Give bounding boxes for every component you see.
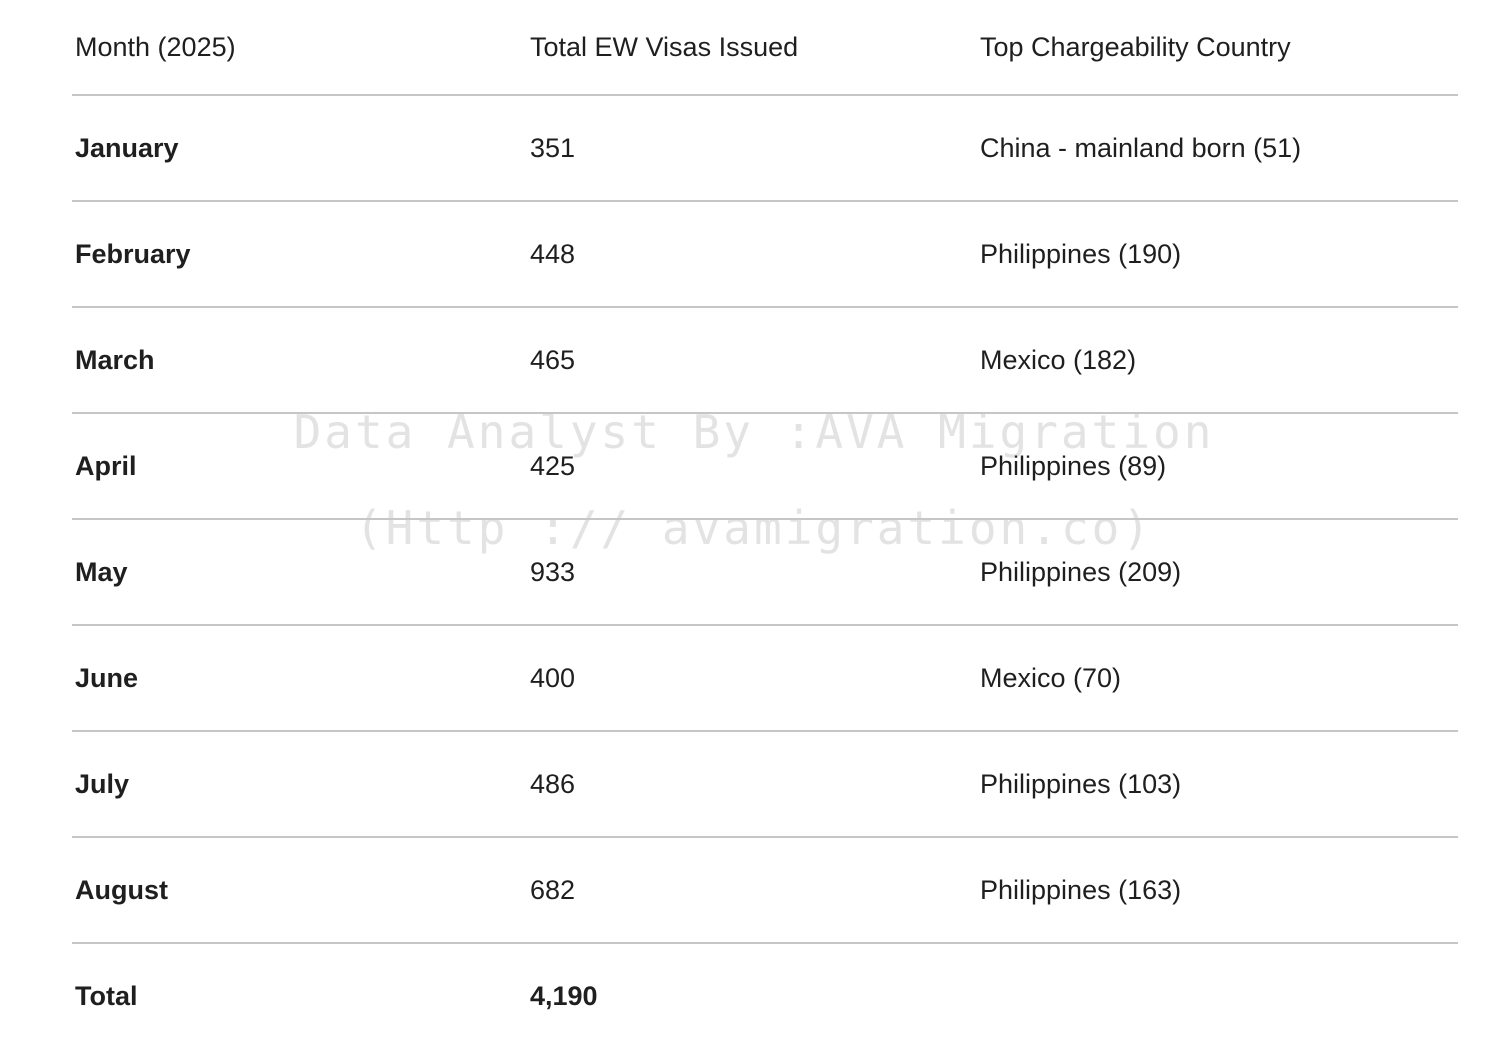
cell-total-visas: 933 (527, 519, 977, 626)
cell-month: March (72, 307, 527, 414)
table-row: May 933 Philippines (209) (72, 519, 1458, 626)
cell-top-country: Philippines (209) (977, 519, 1458, 626)
table-header: Month (2025) Total EW Visas Issued Top C… (72, 0, 1458, 96)
cell-total-visas: 400 (527, 625, 977, 732)
cell-total-visas: 682 (527, 837, 977, 944)
cell-total-visas: 448 (527, 201, 977, 308)
table-row: April 425 Philippines (89) (72, 413, 1458, 520)
cell-total-label: Total (75, 981, 138, 1011)
column-header-top-country: Top Chargeability Country (977, 0, 1458, 96)
table-row: January 351 China - mainland born (51) (72, 95, 1458, 202)
cell-total-country (977, 943, 1458, 1049)
table-row: February 448 Philippines (190) (72, 201, 1458, 308)
cell-month: January (72, 95, 527, 202)
cell-month: May (72, 519, 527, 626)
table-row: July 486 Philippines (103) (72, 731, 1458, 838)
column-header-month: Month (2025) (72, 0, 527, 96)
cell-top-country: China - mainland born (51) (977, 95, 1458, 202)
cell-top-country: Philippines (163) (977, 837, 1458, 944)
cell-top-country: Mexico (182) (977, 307, 1458, 414)
ew-visas-table: Month (2025) Total EW Visas Issued Top C… (72, 0, 1458, 1049)
table-header-row: Month (2025) Total EW Visas Issued Top C… (72, 0, 1458, 96)
cell-total-visas: 351 (527, 95, 977, 202)
table-total-row: Total 4,190 (72, 943, 1458, 1049)
cell-month: June (72, 625, 527, 732)
cell-month: July (72, 731, 527, 838)
table-row: March 465 Mexico (182) (72, 307, 1458, 414)
cell-month: February (72, 201, 527, 308)
cell-top-country: Mexico (70) (977, 625, 1458, 732)
cell-top-country: Philippines (103) (977, 731, 1458, 838)
cell-month: August (72, 837, 527, 944)
cell-top-country: Philippines (190) (977, 201, 1458, 308)
table-body: January 351 China - mainland born (51) F… (72, 95, 1458, 1049)
cell-grand-total: 4,190 (530, 981, 598, 1011)
cell-top-country: Philippines (89) (977, 413, 1458, 520)
cell-total-visas: 486 (527, 731, 977, 838)
table-row: August 682 Philippines (163) (72, 837, 1458, 944)
table-row: June 400 Mexico (70) (72, 625, 1458, 732)
cell-month: April (72, 413, 527, 520)
column-header-total-visas: Total EW Visas Issued (527, 0, 977, 96)
cell-total-visas: 465 (527, 307, 977, 414)
cell-total-visas: 425 (527, 413, 977, 520)
